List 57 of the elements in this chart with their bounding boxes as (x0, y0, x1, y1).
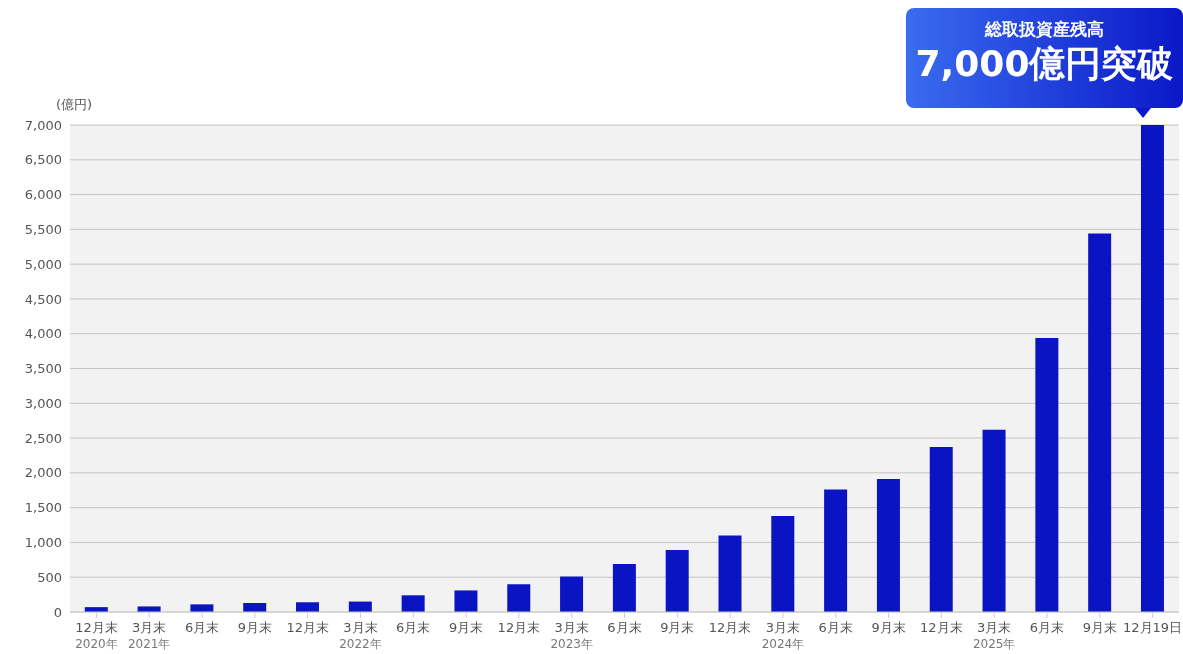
bar (1088, 233, 1112, 612)
bar (1035, 337, 1059, 612)
x-tick-label: 6月末 (396, 620, 431, 635)
x-tick-label: 6月末 (1029, 620, 1065, 635)
y-tick-label: 4,500 (24, 291, 62, 307)
y-tick-label: 0 (53, 604, 62, 620)
y-tick-label: 2,500 (24, 430, 62, 446)
x-tick-label: 3月末 2025年 (972, 620, 1016, 651)
x-tick-label: 12月19日 (1123, 620, 1183, 635)
bar (401, 595, 425, 612)
bar (190, 604, 214, 612)
y-tick-label: 7,000 (24, 117, 62, 133)
bar (137, 606, 161, 612)
x-tick-label: 9月末 (871, 620, 906, 635)
y-tick-label: 1,000 (24, 535, 62, 551)
bar (1140, 125, 1164, 612)
y-tick-label: 3,000 (24, 395, 62, 411)
x-tick-label: 9月末 (237, 620, 272, 635)
x-tick-label: 12月末 (286, 620, 329, 635)
bar (612, 564, 636, 612)
bar (454, 590, 478, 612)
bar (876, 479, 900, 612)
y-tick-label: 5,500 (24, 221, 62, 237)
y-tick-label: 2,000 (24, 465, 62, 481)
x-tick-label: 6月末 (818, 620, 853, 635)
y-tick-label: 3,500 (24, 361, 62, 377)
x-tick-label: 3月末 2024年 (761, 620, 805, 651)
y-tick-label: 500 (37, 569, 62, 585)
bar (665, 550, 689, 612)
y-tick-label: 4,000 (24, 326, 62, 342)
bar (507, 584, 531, 612)
x-tick-label: 12月末 2020年 (75, 620, 118, 651)
y-tick-label: 1,500 (24, 500, 62, 516)
bar (824, 489, 848, 612)
x-tick-label: 12月末 (497, 620, 541, 635)
y-tick-label: 5,000 (24, 256, 62, 272)
bar (560, 576, 584, 612)
bar (771, 515, 795, 612)
bar (982, 429, 1006, 612)
x-tick-label: 6月末 (184, 620, 220, 635)
x-tick-label: 12月末 (920, 620, 963, 635)
y-axis-title: (億円) (56, 96, 93, 114)
bar (718, 535, 742, 612)
x-tick-label: 3月末 2022年 (339, 620, 382, 651)
x-tick-label: 3月末 2023年 (550, 620, 593, 651)
x-tick-label: 9月末 (660, 620, 695, 635)
x-tick-label: 6月末 (607, 620, 642, 635)
y-tick-label: 6,500 (24, 152, 62, 168)
x-tick-label: 9月末 (448, 620, 484, 635)
text: 7,000億円突破 (914, 42, 1175, 86)
y-tick-label: 6,000 (24, 187, 62, 203)
bar (296, 602, 320, 612)
x-tick-label: 12月末 (708, 620, 752, 635)
text: 総取扱資産残高 (983, 18, 1105, 41)
x-tick-label: 3月末 2021年 (127, 620, 171, 651)
bar (929, 447, 953, 612)
x-tick-label: 9月末 (1082, 620, 1117, 635)
